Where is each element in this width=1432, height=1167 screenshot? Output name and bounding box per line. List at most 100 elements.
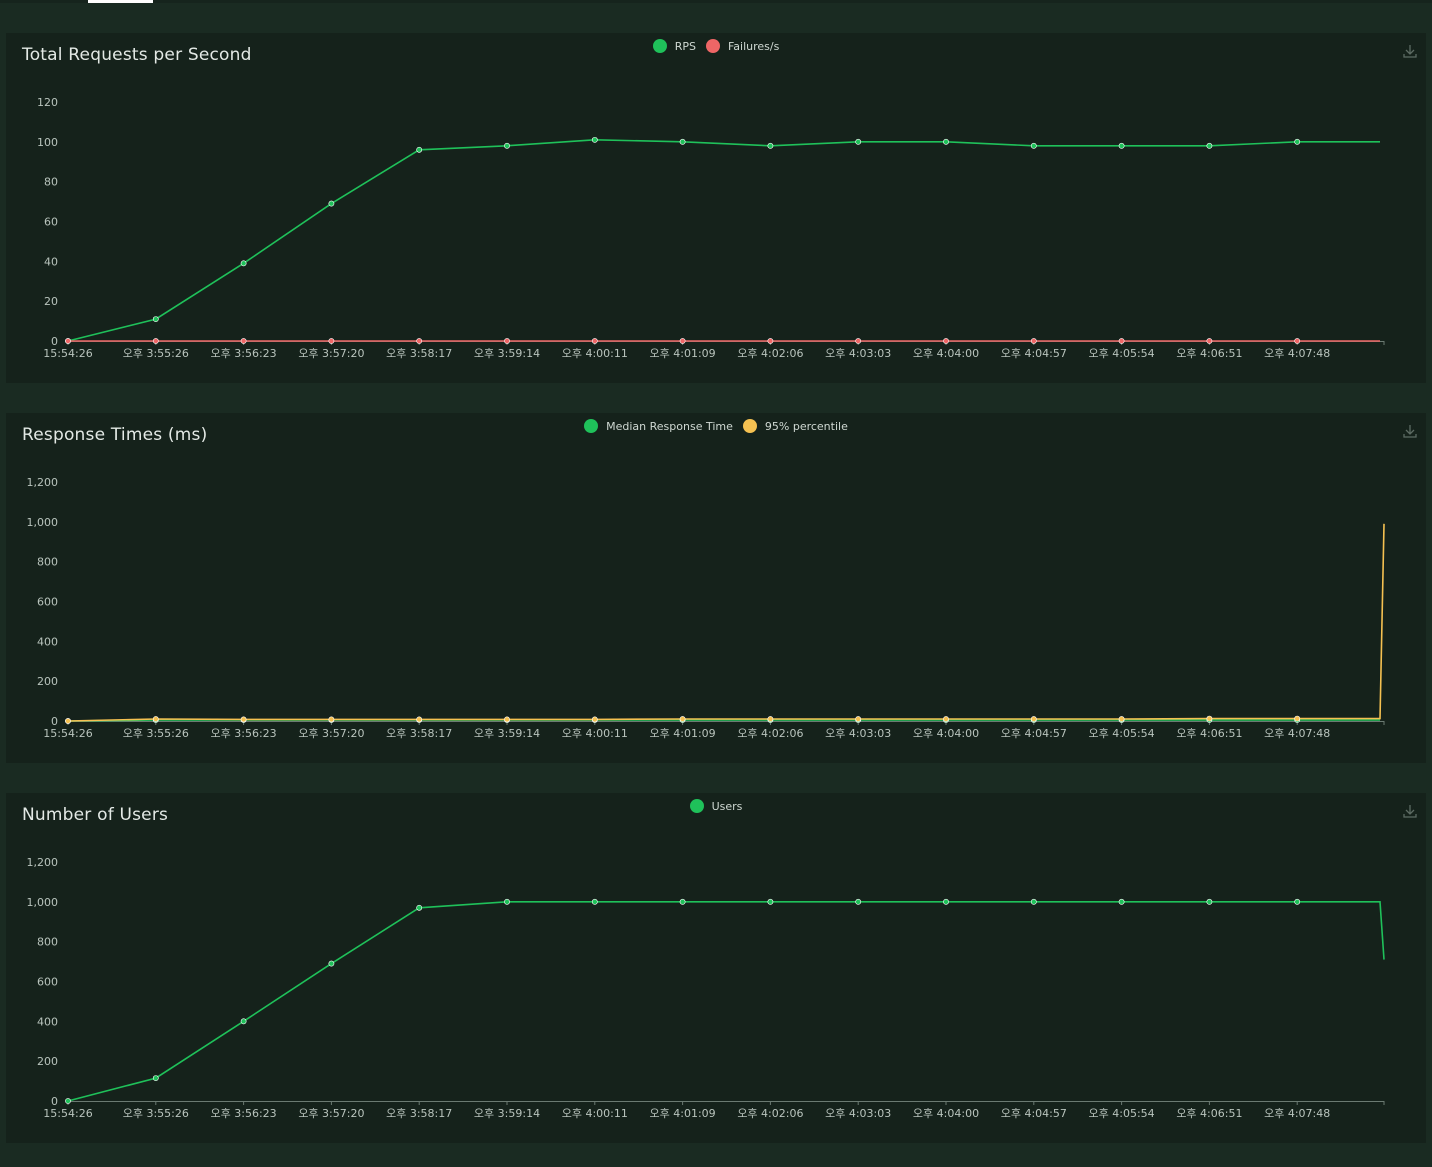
- y-tick-label: 1,200: [27, 476, 59, 489]
- x-tick-label: 오후 4:01:09: [650, 727, 716, 740]
- data-point: [504, 716, 510, 723]
- x-tick-label: 오후 4:02:06: [737, 727, 803, 740]
- x-tick-label: 오후 4:04:57: [1001, 347, 1067, 360]
- y-tick-label: 20: [44, 295, 58, 308]
- data-point: [855, 138, 862, 145]
- x-tick-label: 오후 4:03:03: [825, 727, 891, 740]
- y-tick-label: 60: [44, 216, 58, 229]
- legend-label: Users: [711, 799, 743, 813]
- data-point: [767, 338, 774, 344]
- x-tick-label: 오후 3:59:14: [474, 1107, 540, 1120]
- data-point: [591, 716, 598, 723]
- x-tick-label: 오후 3:56:23: [211, 1107, 277, 1120]
- data-point: [504, 338, 510, 344]
- x-tick-label: 오후 4:07:48: [1264, 727, 1330, 740]
- data-point: [1118, 716, 1125, 722]
- y-tick-label: 600: [37, 596, 58, 609]
- data-point: [855, 898, 862, 905]
- download-icon[interactable]: [1402, 43, 1418, 59]
- data-point: [328, 960, 335, 967]
- data-point: [679, 138, 686, 145]
- series-line-95-percentile: [67, 523, 1385, 722]
- download-icon[interactable]: [1402, 803, 1418, 819]
- chart-title: Response Times (ms): [22, 425, 208, 445]
- series-line-rps: [67, 138, 1380, 342]
- x-tick-label: 오후 4:04:00: [913, 347, 979, 360]
- data-point: [152, 338, 159, 344]
- data-point: [240, 1018, 247, 1025]
- data-point: [1030, 338, 1037, 344]
- x-tick-label: 오후 3:57:20: [298, 1107, 364, 1120]
- y-tick-label: 800: [37, 936, 58, 949]
- data-point: [65, 1098, 71, 1104]
- x-tick-label: 오후 3:57:20: [298, 727, 364, 740]
- x-tick-label: 오후 4:01:09: [650, 1107, 716, 1120]
- series-line-users: [67, 901, 1385, 1102]
- x-tick-label: 오후 4:05:54: [1089, 727, 1155, 740]
- x-tick-label: 오후 3:57:20: [298, 347, 364, 360]
- data-point: [943, 338, 949, 344]
- data-point: [1206, 142, 1213, 149]
- x-tick-label: 오후 3:55:26: [123, 347, 189, 360]
- x-tick-label: 오후 3:58:17: [386, 727, 452, 740]
- y-tick-label: 200: [37, 675, 58, 688]
- data-point: [1294, 338, 1301, 344]
- legend-dot-icon: [652, 39, 667, 53]
- data-point: [943, 716, 949, 722]
- x-tick-label: 오후 3:56:23: [211, 727, 277, 740]
- legend-label: RPS: [674, 39, 696, 53]
- y-tick-label: 120: [37, 96, 58, 109]
- y-tick-label: 1,000: [27, 516, 59, 529]
- data-point: [416, 338, 423, 344]
- legend-item-p95[interactable]: 95% percentile: [742, 419, 848, 433]
- data-point: [240, 260, 247, 267]
- data-point: [328, 338, 335, 344]
- data-point: [328, 716, 335, 723]
- y-tick-label: 80: [44, 176, 58, 189]
- x-tick-label: 오후 4:02:06: [737, 1107, 803, 1120]
- data-point: [767, 716, 774, 722]
- legend-item-failures[interactable]: Failures/s: [705, 39, 779, 53]
- y-tick-label: 400: [37, 635, 58, 648]
- y-tick-label: 0: [51, 335, 58, 348]
- chart-legend: RPS Failures/s: [6, 39, 1426, 53]
- x-tick-label: 15:54:26: [43, 347, 92, 360]
- x-tick-label: 오후 3:59:14: [474, 727, 540, 740]
- x-tick-label: 오후 4:05:54: [1089, 347, 1155, 360]
- data-point: [767, 898, 774, 905]
- x-tick-label: 오후 4:03:03: [825, 347, 891, 360]
- x-tick-label: 오후 4:06:51: [1176, 727, 1242, 740]
- data-point: [591, 338, 598, 344]
- active-tab-indicator[interactable]: [88, 0, 153, 3]
- legend-dot-icon: [742, 419, 757, 433]
- x-tick-label: 오후 4:00:11: [562, 727, 628, 740]
- download-icon[interactable]: [1402, 423, 1418, 439]
- legend-item-rps[interactable]: RPS: [652, 39, 696, 53]
- x-tick-label: 오후 4:06:51: [1176, 1107, 1242, 1120]
- y-tick-label: 600: [37, 976, 58, 989]
- data-point: [1118, 338, 1125, 344]
- legend-label: 95% percentile: [764, 419, 848, 433]
- legend-dot-icon: [689, 799, 704, 813]
- data-point: [504, 142, 510, 149]
- data-point: [943, 138, 949, 145]
- y-tick-label: 1,200: [27, 856, 59, 869]
- x-tick-label: 오후 4:04:57: [1001, 1107, 1067, 1120]
- legend-dot-icon: [584, 419, 599, 433]
- data-point: [1206, 715, 1213, 722]
- data-point: [416, 904, 423, 911]
- data-point: [1030, 716, 1037, 722]
- data-point: [767, 142, 774, 149]
- data-point: [152, 1075, 159, 1081]
- x-tick-label: 15:54:26: [43, 727, 92, 740]
- users-chart-panel: Number of Users Users 0 200 400 600 800 1,000…: [6, 793, 1426, 1143]
- y-tick-label: 800: [37, 556, 58, 569]
- chart-title: Total Requests per Second: [22, 45, 252, 65]
- data-point: [679, 716, 686, 722]
- legend-item-users[interactable]: Users: [689, 799, 743, 813]
- x-tick-label: 오후 3:55:26: [123, 1107, 189, 1120]
- data-point: [504, 898, 510, 905]
- legend-item-median[interactable]: Median Response Time: [584, 419, 733, 433]
- data-point: [416, 716, 423, 723]
- x-tick-label: 오후 4:04:57: [1001, 727, 1067, 740]
